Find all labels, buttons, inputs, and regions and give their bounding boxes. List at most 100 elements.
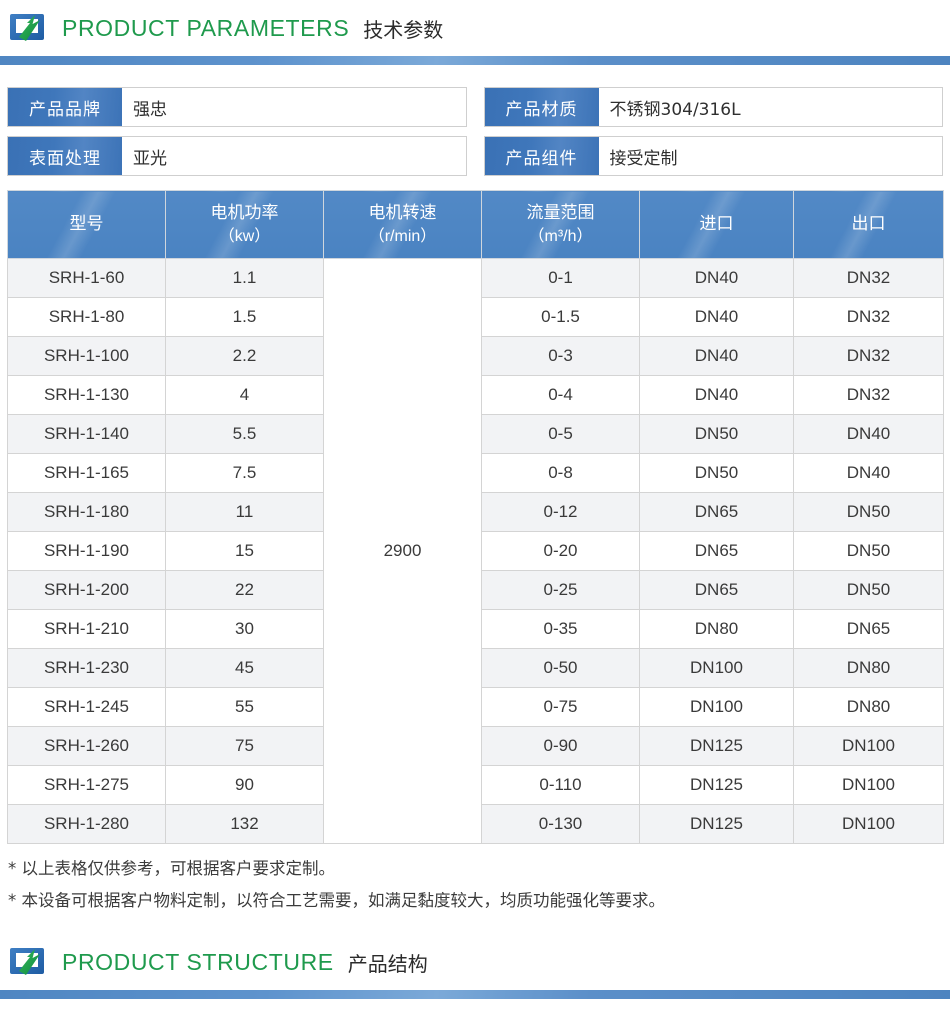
- cell-power: 2.2: [165, 336, 324, 376]
- cell-flow: 0-130: [481, 804, 640, 844]
- cell-outlet: DN65: [793, 609, 944, 649]
- col-header-model: 型号: [7, 190, 166, 259]
- cell-flow: 0-25: [481, 570, 640, 610]
- spec-box-surface: 表面处理 亚光: [7, 136, 467, 176]
- cell-model: SRH-1-100: [7, 336, 166, 376]
- header-divider-bar: [0, 56, 950, 65]
- cell-power: 1.1: [165, 258, 324, 298]
- table-row: SRH-1-165 7.5 0-8 DN50 DN40: [7, 453, 944, 493]
- cell-power: 55: [165, 687, 324, 727]
- cell-flow: 0-35: [481, 609, 640, 649]
- table-row: SRH-1-180 11 0-12 DN65 DN50: [7, 492, 944, 532]
- col-header-inlet: 进口: [639, 190, 794, 259]
- cell-power: 11: [165, 492, 324, 532]
- cell-outlet: DN80: [793, 648, 944, 688]
- section-title-cn: 技术参数: [363, 17, 444, 42]
- col-header-unit: （m³/h）: [528, 227, 593, 245]
- spec-box-components: 产品组件 接受定制: [483, 136, 943, 176]
- spec-label: 产品材质: [484, 88, 599, 126]
- cell-power: 75: [165, 726, 324, 766]
- header-divider-bar: [0, 990, 950, 1000]
- cell-power: 7.5: [165, 453, 324, 493]
- section-title-en: PRODUCT PARAMETERS: [62, 14, 350, 41]
- spec-value: 亚光: [133, 148, 167, 169]
- cell-outlet: DN50: [793, 531, 944, 571]
- product-structure-section-header: PRODUCT STRUCTURE 产品结构: [0, 934, 950, 990]
- cell-inlet: DN40: [639, 258, 794, 298]
- cell-outlet: DN100: [793, 726, 944, 766]
- cell-flow: 0-20: [481, 531, 640, 571]
- brand-logo-icon: [10, 10, 48, 48]
- table-row: SRH-1-230 45 0-50 DN100 DN80: [7, 648, 944, 688]
- cell-inlet: DN125: [639, 726, 794, 766]
- cell-flow: 0-50: [481, 648, 640, 688]
- spec-row: 产品品牌 强忠 产品材质 不锈钢304/316L: [7, 87, 943, 127]
- cell-model: SRH-1-130: [7, 375, 166, 415]
- col-header-main: 出口: [851, 214, 886, 235]
- cell-inlet: DN125: [639, 765, 794, 805]
- cell-inlet: DN65: [639, 570, 794, 610]
- section-title-cn: 产品结构: [347, 951, 428, 976]
- cell-outlet: DN32: [793, 258, 944, 298]
- cell-outlet: DN40: [793, 453, 944, 493]
- cell-flow: 0-1: [481, 258, 640, 298]
- brand-logo-icon: [10, 944, 48, 982]
- cell-outlet: DN80: [793, 687, 944, 727]
- cell-inlet: DN40: [639, 375, 794, 415]
- table-header-row: 型号 电机功率 （kw） 电机转速 （r/min） 流量范围 （m³/h） 进口: [7, 190, 944, 259]
- col-header-outlet: 出口: [793, 190, 944, 259]
- col-header-flow: 流量范围 （m³/h）: [481, 190, 640, 259]
- product-parameters-section-header: PRODUCT PARAMETERS 技术参数: [0, 0, 950, 56]
- table-row: SRH-1-210 30 0-35 DN80 DN65: [7, 609, 944, 649]
- cell-inlet: DN50: [639, 414, 794, 454]
- table-row: SRH-1-140 5.5 0-5 DN50 DN40: [7, 414, 944, 454]
- cell-outlet: DN50: [793, 570, 944, 610]
- cell-inlet: DN40: [639, 336, 794, 376]
- cell-inlet: DN125: [639, 804, 794, 844]
- cell-power: 22: [165, 570, 324, 610]
- spec-value: 不锈钢304/316L: [609, 99, 741, 120]
- cell-inlet: DN65: [639, 531, 794, 571]
- cell-model: SRH-1-190: [7, 531, 166, 571]
- parameters-table: 型号 电机功率 （kw） 电机转速 （r/min） 流量范围 （m³/h） 进口: [7, 190, 944, 844]
- cell-flow: 0-110: [481, 765, 640, 805]
- spec-value: 接受定制: [609, 148, 678, 169]
- col-header-unit: （kw）: [218, 227, 271, 245]
- col-header-power: 电机功率 （kw）: [165, 190, 324, 259]
- spec-box-material: 产品材质 不锈钢304/316L: [483, 87, 943, 127]
- cell-power: 30: [165, 609, 324, 649]
- cell-inlet: DN65: [639, 492, 794, 532]
- cell-flow: 0-90: [481, 726, 640, 766]
- col-header-speed: 电机转速 （r/min）: [323, 190, 482, 259]
- cell-model: SRH-1-275: [7, 765, 166, 805]
- cell-model: SRH-1-260: [7, 726, 166, 766]
- cell-outlet: DN50: [793, 492, 944, 532]
- col-header-main: 流量范围: [526, 202, 595, 223]
- spec-box-brand: 产品品牌 强忠: [7, 87, 467, 127]
- table-body: SRH-1-60 1.1 2900 0-1 DN40 DN32 SRH-1-80 1.5 0-1…: [7, 258, 944, 844]
- cell-flow: 0-3: [481, 336, 640, 376]
- col-header-main: 进口: [699, 214, 734, 235]
- cell-model: SRH-1-245: [7, 687, 166, 727]
- cell-model: SRH-1-180: [7, 492, 166, 532]
- section-title-en: PRODUCT STRUCTURE: [62, 948, 334, 975]
- cell-flow: 0-5: [481, 414, 640, 454]
- cell-inlet: DN100: [639, 687, 794, 727]
- cell-outlet: DN100: [793, 765, 944, 805]
- table-notes: * 以上表格仅供参考，可根据客户要求定制。 * 本设备可根据客户物料定制，以符合…: [0, 844, 950, 917]
- col-header-main: 电机功率: [210, 202, 279, 223]
- cell-flow: 0-4: [481, 375, 640, 415]
- cell-model: SRH-1-140: [7, 414, 166, 454]
- spec-value: 强忠: [133, 99, 167, 120]
- cell-outlet: DN40: [793, 414, 944, 454]
- cell-outlet: DN100: [793, 804, 944, 844]
- cell-flow: 0-1.5: [481, 297, 640, 337]
- cell-inlet: DN80: [639, 609, 794, 649]
- cell-power: 45: [165, 648, 324, 688]
- cell-power: 4: [165, 375, 324, 415]
- note-line: * 以上表格仅供参考，可根据客户要求定制。: [8, 859, 335, 878]
- cell-flow: 0-75: [481, 687, 640, 727]
- table-row: SRH-1-190 15 0-20 DN65 DN50: [7, 531, 944, 571]
- cell-power: 132: [165, 804, 324, 844]
- spec-label: 产品品牌: [8, 88, 122, 126]
